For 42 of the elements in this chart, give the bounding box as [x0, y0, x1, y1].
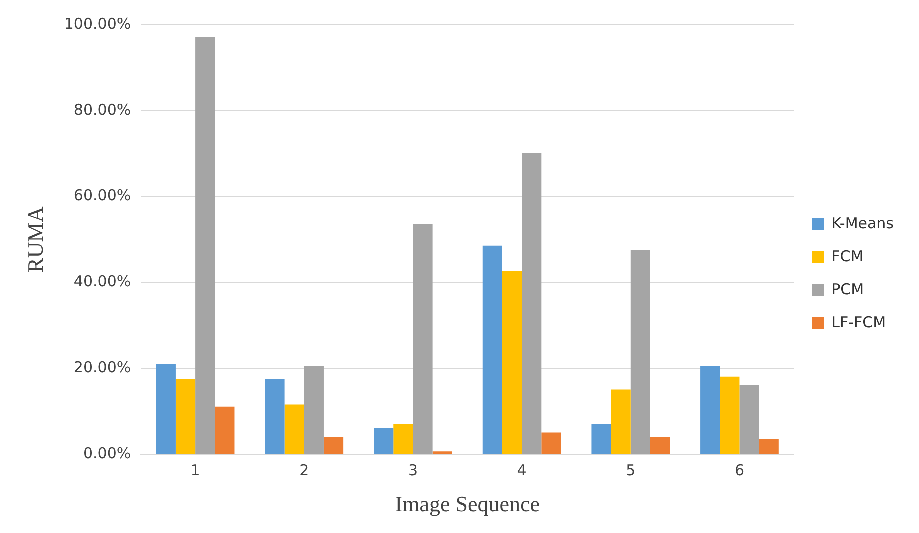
bar: [482, 246, 502, 454]
bar: [542, 432, 562, 454]
x-tick-label: 2: [300, 461, 310, 480]
bar: [284, 404, 304, 454]
bar: [700, 366, 720, 454]
bar: [630, 250, 650, 454]
y-tick-label: 0.00%: [83, 444, 132, 462]
x-tick-label: 3: [408, 461, 418, 480]
x-tick-label: 6: [734, 461, 744, 480]
bar: [592, 424, 612, 454]
x-tick-label: 5: [626, 461, 636, 480]
y-tick-label: 60.00%: [74, 186, 132, 205]
bar: [176, 378, 196, 454]
legend-label: K-Means: [832, 214, 894, 232]
bar: [413, 224, 433, 454]
legend-label: PCM: [832, 280, 864, 298]
x-tick-label: 1: [190, 461, 200, 480]
y-axis-title: RUMA: [22, 206, 48, 273]
y-tick-label: 80.00%: [74, 100, 132, 119]
y-tick-label: 100.00%: [64, 14, 132, 33]
legend-label: LF-FCM: [832, 313, 886, 332]
bar: [394, 424, 414, 454]
bar: [740, 385, 760, 454]
x-tick-label: 4: [517, 461, 527, 480]
bar: [522, 153, 542, 454]
bar: [720, 376, 740, 454]
x-axis-title: Image Sequence: [395, 492, 540, 517]
bar: [650, 436, 670, 454]
bar: [324, 436, 344, 454]
bar: [196, 37, 216, 454]
bar: [611, 390, 631, 454]
bar: [374, 428, 394, 454]
bar: [502, 271, 522, 454]
bar: [265, 378, 285, 454]
y-tick-label: 40.00%: [74, 272, 132, 291]
bar: [156, 364, 176, 454]
legend-label: FCM: [832, 247, 864, 266]
bar: [304, 366, 324, 454]
bar: [432, 452, 452, 454]
bar: [215, 406, 235, 454]
bar: [759, 439, 779, 454]
y-tick-label: 20.00%: [74, 358, 132, 377]
